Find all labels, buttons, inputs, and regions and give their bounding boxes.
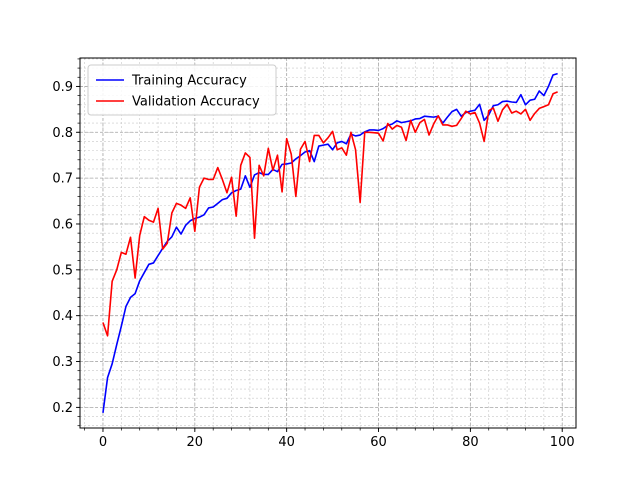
y-tick-label: 0.8 [52,126,73,141]
y-tick-label: 0.4 [52,309,73,324]
y-tick-label: 0.5 [52,263,73,278]
y-tick-label: 0.3 [52,355,73,370]
y-tick-label: 0.2 [52,401,73,416]
axes-frame [79,57,577,429]
legend-label: Validation Accuracy [132,95,260,110]
series-line-training-accuracy [102,72,558,413]
y-tick-label: 0.6 [52,217,73,232]
series-line-validation-accuracy [102,91,558,337]
y-tick-label: 0.9 [52,80,73,95]
x-tick-label: 80 [462,435,479,450]
x-tick-label: 40 [278,435,295,450]
ticks-layer: 0 20 40 60 80 100 0.2 0.3 0.4 0.5 0.6 0.7 0.8 0.9 [52,58,575,450]
legend-box [87,64,277,116]
legend: Training Accuracy Validation Accuracy [87,64,277,116]
series-layer [102,72,558,413]
x-tick-label: 0 [99,435,107,450]
x-tick-label: 100 [550,435,575,450]
x-tick-label: 20 [187,435,204,450]
y-tick-label: 0.7 [52,172,73,187]
x-tick-label: 60 [370,435,387,450]
legend-label: Training Accuracy [131,74,247,89]
